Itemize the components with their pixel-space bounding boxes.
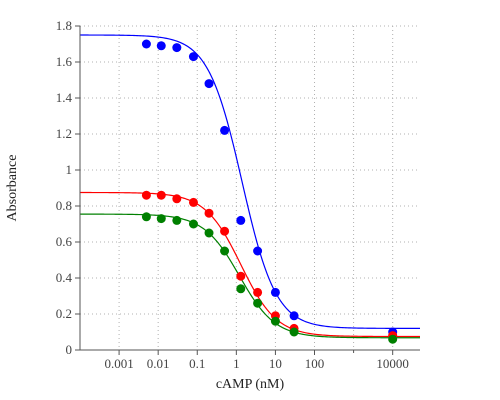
data-point-series-1 [204,79,214,89]
data-point-series-3 [253,298,263,308]
x-tick-label: 100 [305,356,325,371]
data-point-series-2 [204,208,214,218]
x-tick-label: 10000 [376,356,409,371]
x-tick-label: 0.01 [147,356,170,371]
fit-curve-1 [80,34,420,329]
data-point-series-1 [141,39,151,49]
data-point-series-1 [188,52,198,62]
data-point-series-3 [188,219,198,229]
data-point-series-2 [141,190,151,200]
y-axis-ticks: 0 0.2 0.4 0.6 0.8 1 1.2 1.4 1.6 1.8 [56,18,80,357]
y-tick-label: 0.8 [56,198,72,213]
data-point-series-1 [236,215,246,225]
data-point-series-2 [172,194,182,204]
data-point-series-3 [141,212,151,222]
x-tick-label: 0.001 [104,356,133,371]
data-point-series-1 [172,43,182,53]
y-tick-label: 0 [66,342,73,357]
data-point-series-2 [220,226,230,236]
data-point-series-2 [156,190,166,200]
data-point-series-3 [388,334,398,344]
data-point-series-1 [289,311,299,321]
data-point-series-3 [156,214,166,224]
data-point-series-2 [188,197,198,207]
y-tick-label: 0.4 [56,270,73,285]
x-tick-label: 1 [233,356,240,371]
fit-curve-3 [80,213,420,339]
data-point-series-3 [204,228,214,238]
x-axis-ticks: 0.001 0.01 0.1 1 10 100 10000 [104,350,409,371]
data-points [141,39,398,344]
y-tick-label: 1.4 [56,90,73,105]
y-tick-label: 0.2 [56,306,72,321]
data-point-series-1 [220,125,230,135]
data-point-series-3 [172,215,182,225]
data-point-series-2 [253,287,263,297]
y-axis-title: Absorbance [5,155,20,222]
x-axis-title: cAMP (nM) [216,377,285,392]
data-point-series-1 [270,287,280,297]
y-tick-label: 1.6 [56,54,73,69]
fit-curves [80,34,420,339]
y-tick-label: 1.8 [56,18,72,33]
y-tick-label: 1 [66,162,73,177]
data-point-series-3 [236,284,246,294]
x-tick-label: 0.1 [189,356,205,371]
x-tick-label: 10 [269,356,282,371]
data-point-series-1 [156,41,166,51]
y-tick-label: 0.6 [56,234,73,249]
fit-curve-2 [80,191,420,338]
data-point-series-3 [270,316,280,326]
data-point-series-3 [289,327,299,337]
y-tick-label: 1.2 [56,126,72,141]
grid [80,25,420,351]
data-point-series-3 [220,246,230,256]
data-point-series-1 [253,246,263,256]
data-point-series-2 [236,271,246,281]
